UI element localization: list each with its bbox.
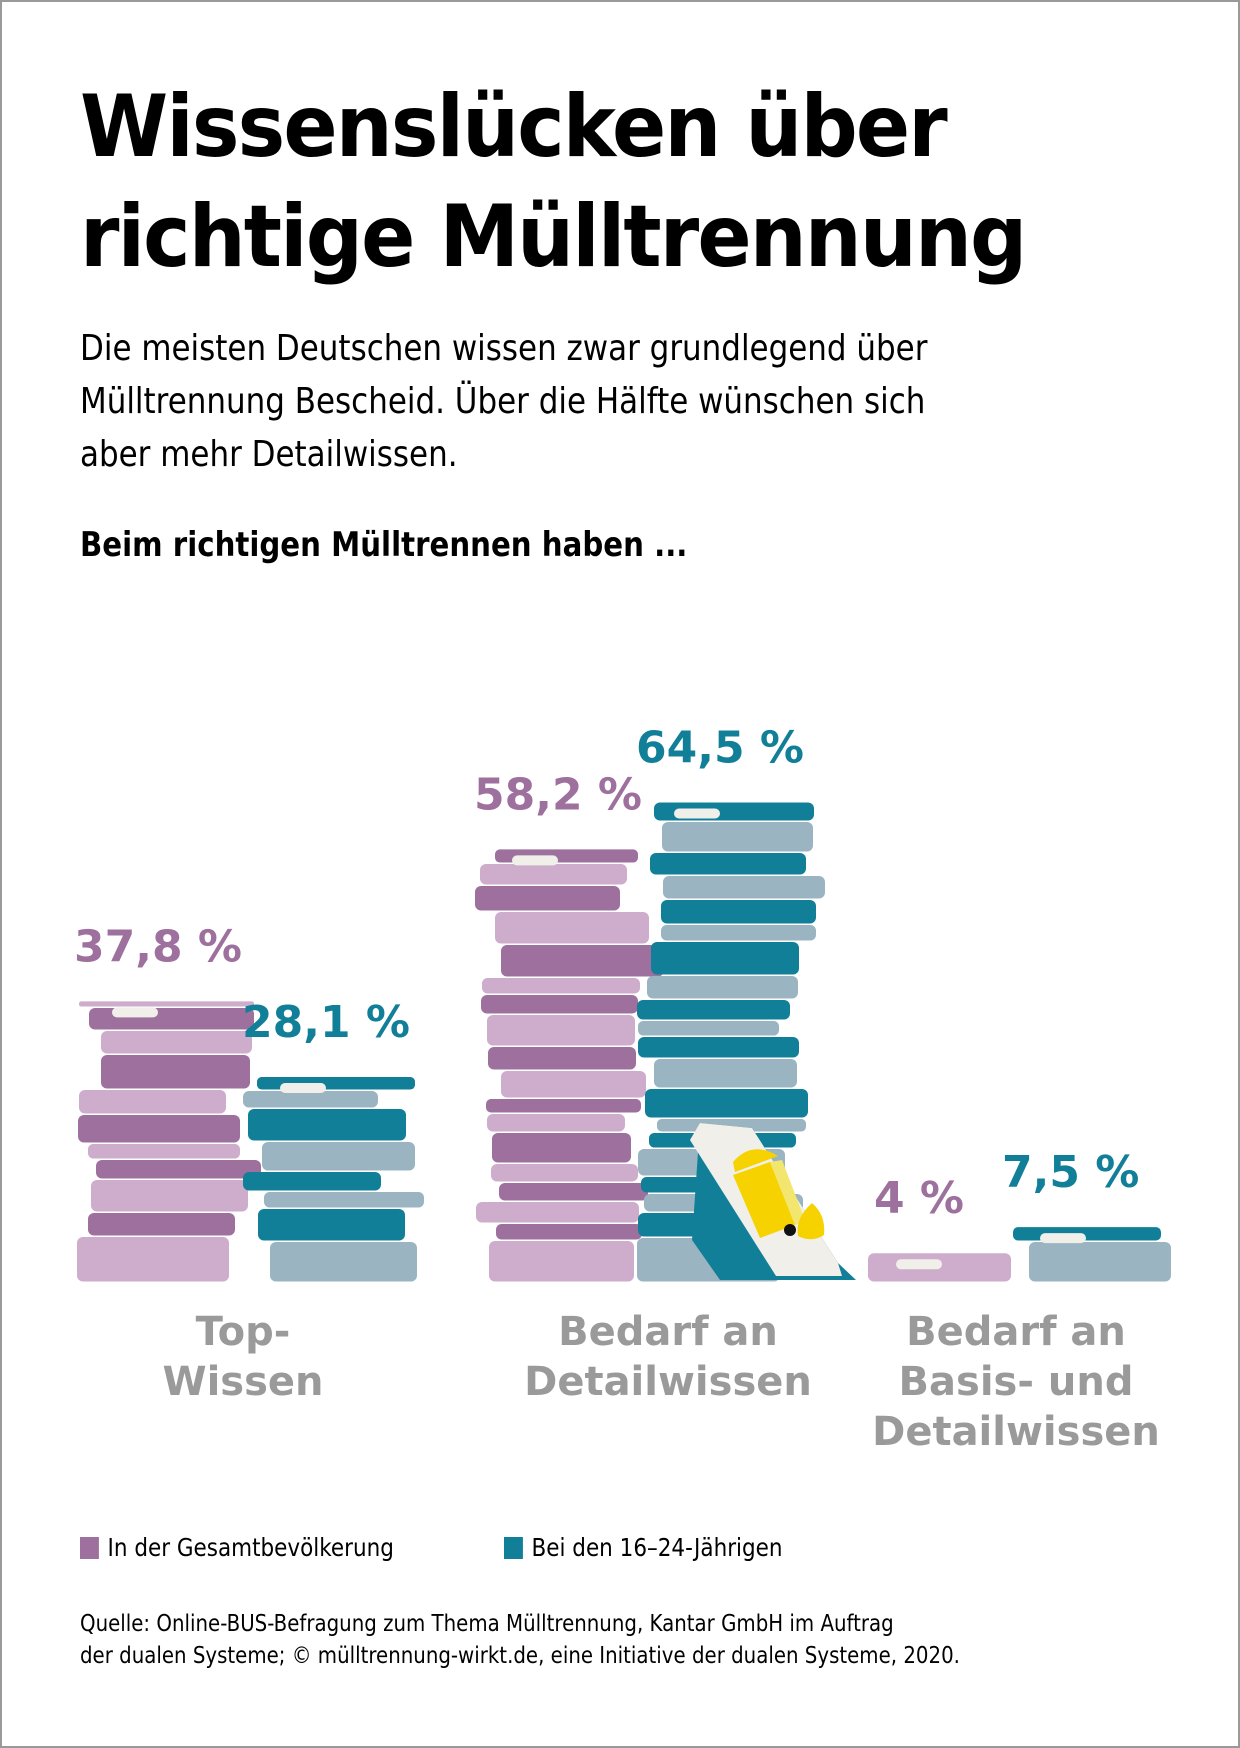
value-label: 7,5 % xyxy=(1002,1147,1139,1198)
book xyxy=(78,1115,240,1143)
book xyxy=(264,1192,424,1208)
category-label: Top- xyxy=(196,1309,291,1355)
value-label: 4 % xyxy=(874,1173,964,1224)
book xyxy=(663,876,825,899)
legend-label: Bei den 16–24-Jährigen xyxy=(531,1533,783,1562)
book xyxy=(496,1224,642,1240)
category-label: Wissen xyxy=(162,1359,323,1405)
book xyxy=(262,1142,415,1171)
category-label: Detailwissen xyxy=(872,1409,1160,1455)
book xyxy=(637,1000,790,1020)
category-label: Detailwissen xyxy=(524,1359,812,1405)
value-label: 28,1 % xyxy=(242,997,410,1048)
waste-bin-icon xyxy=(733,1162,795,1238)
trash-bag-icon xyxy=(797,1203,825,1240)
book xyxy=(248,1109,406,1141)
value-label: 64,5 % xyxy=(636,722,804,773)
book-stack-total-0 xyxy=(77,1001,261,1282)
legend: In der Gesamtbevölkerung Bei den 16–24-J… xyxy=(80,1533,783,1562)
value-label: 58,2 % xyxy=(474,769,642,820)
book xyxy=(489,1241,634,1282)
book xyxy=(486,1099,641,1113)
book-stack-total-2 xyxy=(868,1253,1011,1282)
book xyxy=(481,995,638,1014)
book-stack-youth-2 xyxy=(1013,1227,1171,1282)
book xyxy=(482,978,640,994)
book-pages xyxy=(112,1007,158,1018)
book-stack-youth-0 xyxy=(243,1077,424,1282)
book xyxy=(491,1164,638,1182)
book-pages xyxy=(1040,1233,1086,1244)
book xyxy=(243,1091,378,1108)
category-label: Bedarf an xyxy=(906,1309,1126,1355)
book xyxy=(487,1015,635,1046)
book xyxy=(1029,1242,1171,1282)
book-pages xyxy=(280,1083,326,1093)
book xyxy=(79,1001,254,1007)
book xyxy=(662,822,813,852)
book xyxy=(88,1213,235,1236)
category-label: Bedarf an xyxy=(558,1309,778,1355)
book xyxy=(647,976,798,999)
book xyxy=(475,886,620,911)
legend-swatch-purple xyxy=(80,1536,99,1559)
book xyxy=(487,1114,625,1132)
waste-bin-wheel xyxy=(784,1224,796,1236)
book xyxy=(499,1183,648,1201)
recycling-book-illustration xyxy=(690,1123,856,1280)
book xyxy=(501,1071,646,1098)
book xyxy=(661,900,816,924)
book xyxy=(258,1209,405,1241)
book xyxy=(77,1237,229,1282)
intro-text: Die meisten Deutschen wissen zwar grundl… xyxy=(80,328,928,475)
book xyxy=(91,1180,248,1212)
book xyxy=(661,925,816,941)
book xyxy=(480,864,627,885)
book xyxy=(650,853,806,875)
waste-bin-side xyxy=(770,1160,805,1225)
book xyxy=(476,1202,639,1223)
chart-subheading: Beim richtigen Mülltrennen haben ... xyxy=(80,525,688,565)
page-title: Wissenslücken über richtige Mülltrennung xyxy=(80,72,1027,292)
book xyxy=(1013,1227,1161,1241)
book xyxy=(654,1059,797,1088)
book-pages xyxy=(896,1259,942,1270)
book xyxy=(243,1172,381,1191)
book-stack-chart: 37,8 % 58,2 % 4 % 28,1 % 64,5 % 7,5 % Top-Wis… xyxy=(74,722,1171,1455)
book-pages xyxy=(674,808,720,819)
legend-item-total: In der Gesamtbevölkerung xyxy=(80,1533,394,1562)
book xyxy=(488,1047,636,1070)
book xyxy=(270,1242,417,1282)
book xyxy=(492,1133,631,1163)
book xyxy=(651,942,799,975)
book xyxy=(101,1055,250,1089)
legend-swatch-teal xyxy=(504,1536,523,1559)
value-label: 37,8 % xyxy=(74,921,242,972)
book xyxy=(638,1021,779,1036)
book xyxy=(495,912,649,944)
book xyxy=(501,945,664,977)
title-line-2: richtige Mülltrennung xyxy=(80,187,1027,287)
book xyxy=(88,1144,240,1159)
book xyxy=(638,1037,799,1058)
category-label: Basis- und xyxy=(899,1359,1134,1405)
book xyxy=(645,1089,808,1118)
source-note: Quelle: Online-BUS-Befragung zum Thema M… xyxy=(80,1611,960,1669)
book xyxy=(79,1090,226,1114)
book xyxy=(657,1119,806,1132)
title-line-1: Wissenslücken über xyxy=(80,77,948,177)
book xyxy=(101,1031,252,1054)
legend-label: In der Gesamtbevölkerung xyxy=(107,1533,394,1562)
waste-bin-lid xyxy=(733,1149,778,1172)
legend-item-youth: Bei den 16–24-Jährigen xyxy=(504,1533,783,1562)
book-pages xyxy=(512,855,558,866)
book xyxy=(96,1160,261,1179)
book-stack-total-1 xyxy=(475,849,664,1282)
